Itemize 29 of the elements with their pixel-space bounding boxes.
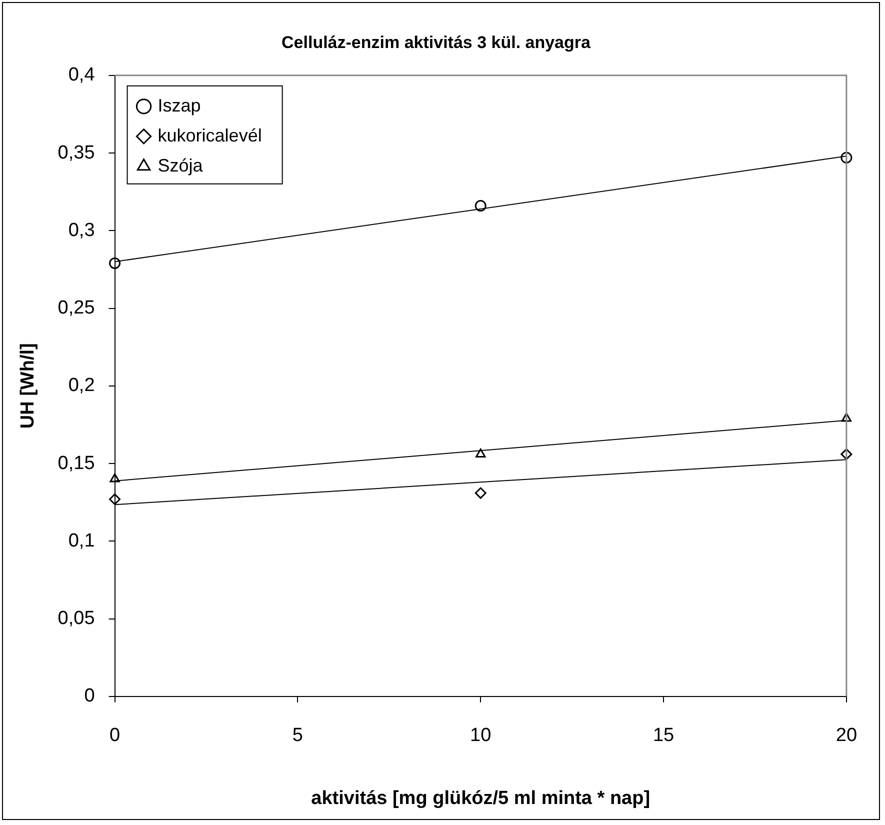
point xyxy=(840,448,852,460)
point xyxy=(474,200,486,212)
point xyxy=(110,473,120,482)
chart-title: Celluláz-enzim aktivitás 3 kül. anyagra xyxy=(282,32,592,52)
x-axis-title: aktivitás [mg glükóz/5 ml minta * nap] xyxy=(311,788,650,809)
y-tick-label: 0,35 xyxy=(58,142,95,164)
y-tick-label: 0,05 xyxy=(58,608,95,630)
y-tick-label: 0 xyxy=(84,686,95,707)
point xyxy=(109,258,121,270)
x-tick-label: 5 xyxy=(292,725,303,746)
legend-label: kukoricalevél xyxy=(158,125,262,146)
x-tick-label: 15 xyxy=(652,725,674,746)
point xyxy=(840,152,852,164)
y-axis-title: UH [Wh/l] xyxy=(18,343,39,429)
x-tick-label: 0 xyxy=(109,725,120,746)
y-tick-label: 0,3 xyxy=(68,220,95,241)
point xyxy=(476,448,486,458)
x-tick-label: 10 xyxy=(470,725,492,746)
x-tick-label: 20 xyxy=(836,725,858,746)
point xyxy=(109,493,121,505)
y-tick-label: 0,4 xyxy=(68,64,96,86)
y-tick-label: 0,1 xyxy=(68,530,95,552)
legend-label: Szója xyxy=(158,155,204,176)
y-tick-label: 0,25 xyxy=(58,298,95,319)
legend-label: Iszap xyxy=(158,95,201,116)
point xyxy=(841,412,852,422)
y-tick-label: 0,2 xyxy=(68,375,95,396)
y-tick-label: 0,15 xyxy=(58,452,95,474)
point xyxy=(474,487,486,499)
